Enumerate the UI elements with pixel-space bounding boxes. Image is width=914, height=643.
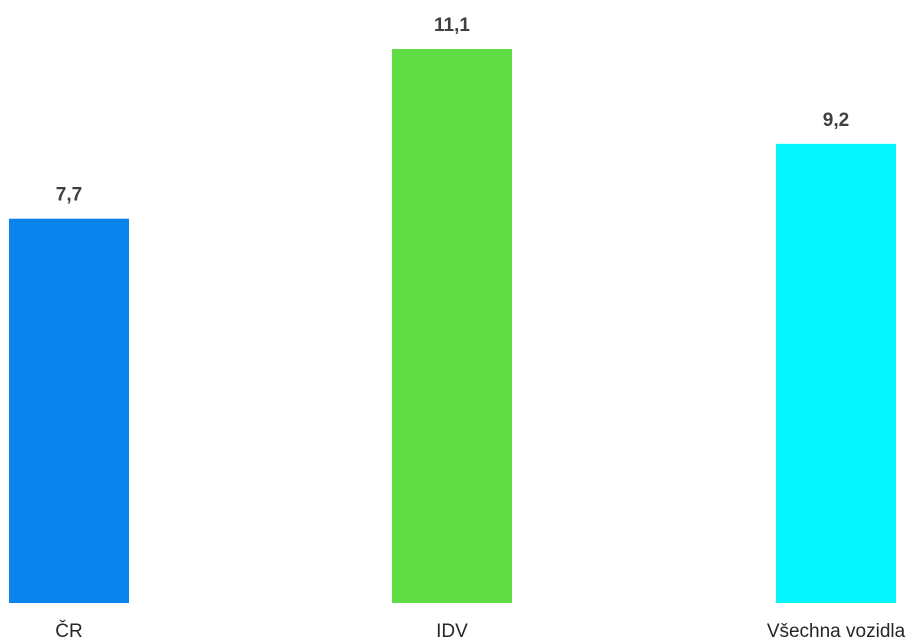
value-labels-group: 7,7 11,1 9,2 <box>56 15 849 206</box>
bar-2 <box>776 143 896 603</box>
value-label-1: 11,1 <box>434 15 470 36</box>
bar-0 <box>9 218 129 603</box>
category-labels-group: ČR IDV Všechna vozidla <box>55 620 905 642</box>
value-label-2: 9,2 <box>823 110 849 131</box>
category-label-1: IDV <box>436 621 468 642</box>
category-label-2: Všechna vozidla <box>767 621 906 642</box>
category-label-0: ČR <box>55 620 82 642</box>
bars-group <box>9 49 896 603</box>
bar-1 <box>392 49 512 603</box>
value-label-0: 7,7 <box>56 185 82 206</box>
